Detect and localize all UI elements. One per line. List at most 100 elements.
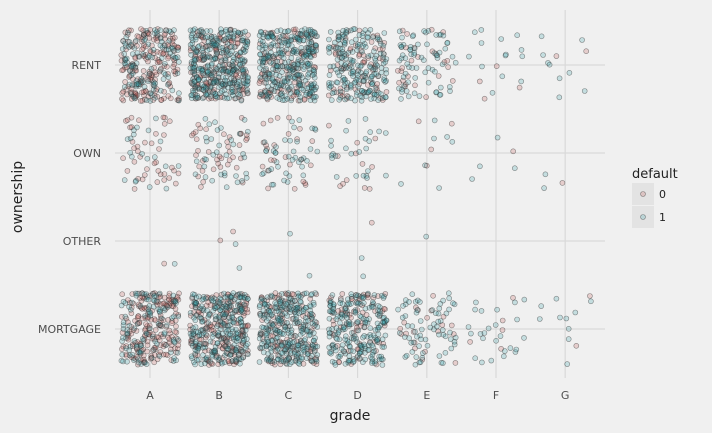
point-default-1 bbox=[141, 291, 148, 298]
point-default-1 bbox=[287, 230, 293, 237]
point-default-1 bbox=[127, 135, 134, 142]
point-default-1 bbox=[348, 291, 355, 297]
point-default-1 bbox=[417, 299, 423, 305]
point-default-1 bbox=[157, 67, 164, 73]
point-default-0 bbox=[263, 142, 269, 148]
point-default-1 bbox=[363, 316, 370, 323]
point-default-1 bbox=[424, 41, 430, 48]
point-default-1 bbox=[258, 296, 264, 303]
point-default-1 bbox=[154, 341, 160, 347]
point-default-1 bbox=[399, 52, 406, 59]
point-default-1 bbox=[235, 29, 241, 36]
point-default-1 bbox=[288, 332, 294, 339]
legend: default 0 1 bbox=[632, 167, 678, 228]
point-default-1 bbox=[420, 350, 426, 356]
point-default-1 bbox=[120, 358, 126, 365]
point-default-0 bbox=[139, 176, 146, 183]
point-default-1 bbox=[411, 90, 418, 97]
point-default-1 bbox=[119, 351, 125, 358]
point-default-1 bbox=[492, 322, 499, 328]
point-default-1 bbox=[192, 171, 199, 178]
point-default-1 bbox=[292, 333, 299, 339]
point-default-1 bbox=[224, 31, 231, 38]
point-default-1 bbox=[401, 334, 408, 340]
point-default-0 bbox=[171, 167, 177, 174]
point-default-1 bbox=[417, 318, 424, 324]
point-default-1 bbox=[329, 155, 335, 161]
point-default-1 bbox=[282, 323, 289, 330]
point-default-0 bbox=[124, 168, 131, 174]
point-default-1 bbox=[447, 329, 453, 336]
point-default-1 bbox=[564, 361, 571, 367]
point-default-1 bbox=[494, 134, 501, 141]
point-default-1 bbox=[264, 91, 270, 98]
point-default-1 bbox=[131, 357, 137, 363]
point-default-1 bbox=[542, 171, 549, 178]
point-default-1 bbox=[223, 184, 230, 190]
point-default-1 bbox=[199, 48, 205, 54]
point-default-1 bbox=[259, 171, 266, 177]
point-default-0 bbox=[118, 52, 125, 58]
point-default-1 bbox=[376, 356, 383, 363]
point-default-1 bbox=[146, 303, 153, 309]
point-default-1 bbox=[372, 55, 378, 62]
point-default-0 bbox=[449, 78, 456, 84]
point-default-0 bbox=[394, 68, 401, 74]
point-default-1 bbox=[242, 28, 248, 35]
point-default-1 bbox=[138, 348, 144, 355]
point-default-1 bbox=[359, 88, 365, 94]
point-default-1 bbox=[452, 59, 459, 66]
point-default-1 bbox=[203, 156, 209, 163]
point-default-1 bbox=[155, 306, 162, 313]
point-default-1 bbox=[235, 352, 242, 358]
point-default-1 bbox=[291, 124, 297, 131]
point-default-1 bbox=[283, 170, 289, 177]
point-default-1 bbox=[268, 166, 275, 172]
point-default-1 bbox=[229, 326, 235, 332]
point-default-1 bbox=[240, 35, 246, 42]
point-default-0 bbox=[158, 97, 164, 103]
point-default-0 bbox=[300, 360, 307, 367]
point-default-0 bbox=[221, 131, 227, 137]
point-default-1 bbox=[481, 330, 488, 336]
point-default-1 bbox=[367, 129, 374, 135]
point-default-1 bbox=[345, 300, 351, 306]
point-default-1 bbox=[224, 95, 231, 102]
point-default-0 bbox=[160, 114, 167, 121]
y-tick-label-other: OTHER bbox=[63, 235, 102, 248]
point-default-1 bbox=[217, 307, 223, 314]
point-default-1 bbox=[371, 48, 377, 55]
point-default-0 bbox=[343, 177, 350, 183]
point-default-1 bbox=[263, 80, 269, 86]
point-default-1 bbox=[511, 165, 518, 171]
point-default-1 bbox=[163, 27, 169, 34]
point-default-1 bbox=[478, 308, 485, 314]
point-default-1 bbox=[382, 130, 389, 136]
point-default-1 bbox=[310, 301, 317, 308]
point-default-0 bbox=[230, 154, 236, 161]
point-default-1 bbox=[171, 338, 177, 345]
point-default-1 bbox=[176, 59, 182, 65]
point-default-1 bbox=[218, 336, 224, 343]
point-default-0 bbox=[452, 360, 459, 366]
point-default-1 bbox=[285, 290, 292, 296]
point-default-1 bbox=[304, 351, 311, 357]
point-default-0 bbox=[408, 57, 415, 64]
point-default-1 bbox=[399, 89, 405, 95]
point-default-1 bbox=[358, 255, 365, 261]
point-default-1 bbox=[308, 46, 315, 52]
point-default-0 bbox=[404, 31, 410, 37]
point-default-1 bbox=[259, 344, 265, 351]
point-default-1 bbox=[361, 333, 368, 339]
point-default-1 bbox=[257, 329, 264, 336]
point-default-0 bbox=[172, 305, 179, 312]
point-default-1 bbox=[205, 320, 212, 326]
point-default-0 bbox=[559, 180, 566, 186]
point-default-0 bbox=[139, 89, 145, 96]
point-default-1 bbox=[227, 331, 234, 337]
point-default-1 bbox=[556, 94, 563, 101]
point-default-1 bbox=[293, 352, 300, 358]
point-default-1 bbox=[433, 32, 440, 38]
point-default-0 bbox=[238, 115, 245, 121]
point-default-1 bbox=[228, 302, 234, 309]
